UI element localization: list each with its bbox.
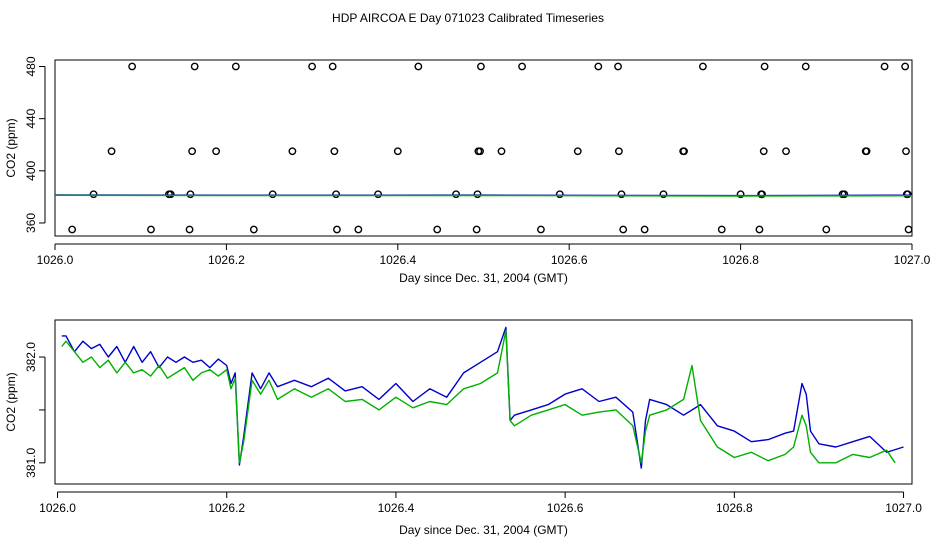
y-tick-label: 400 xyxy=(24,160,38,180)
data-point xyxy=(231,62,240,71)
y-axis-label: CO2 (ppm) xyxy=(4,118,18,177)
data-point xyxy=(393,147,402,156)
bottom-line-panel: 1026.0 1026.2 1026.4 1026.6 1026.8 1027.0 Day … xyxy=(4,319,922,537)
data-point xyxy=(128,62,137,71)
x-tick-label: 1027.0 xyxy=(894,253,931,267)
data-point xyxy=(332,190,340,199)
data-point xyxy=(902,147,910,156)
x-axis: 1026.0 1026.2 1026.4 1026.6 1026.8 1027.0 Day … xyxy=(39,491,922,537)
data-point xyxy=(736,190,745,199)
data-point xyxy=(880,62,889,71)
data-point xyxy=(212,147,221,156)
data-point xyxy=(903,190,912,199)
plot-frame xyxy=(54,59,913,237)
data-point xyxy=(862,147,871,156)
data-point xyxy=(68,225,77,234)
y-tick-label: 382.0 xyxy=(24,342,38,372)
data-point xyxy=(659,190,668,199)
data-point xyxy=(619,225,628,234)
data-point xyxy=(497,147,506,156)
data-point xyxy=(188,147,197,156)
series-group xyxy=(61,326,904,469)
data-point xyxy=(801,62,810,71)
y-tick-label: 440 xyxy=(24,108,38,128)
data-point xyxy=(518,62,526,71)
y-axis: 360 400 440 480 CO2 (ppm) xyxy=(4,56,46,233)
data-point xyxy=(822,225,831,234)
top-scatter-panel: 1026.0 1026.2 1026.4 1026.6 1026.8 1027.0 Day … xyxy=(4,56,931,285)
data-point xyxy=(288,147,297,156)
data-point xyxy=(328,62,337,71)
data-point xyxy=(107,147,116,156)
data-point xyxy=(760,62,769,71)
x-tick-label: 1026.0 xyxy=(37,253,74,267)
data-point xyxy=(680,147,688,156)
data-point xyxy=(782,147,790,156)
series-line xyxy=(54,194,913,197)
data-point xyxy=(759,147,768,156)
data-point xyxy=(452,190,460,199)
data-point xyxy=(614,62,622,71)
y-tick-label: 381.0 xyxy=(24,447,38,477)
data-point xyxy=(594,62,603,71)
x-tick-label: 1026.8 xyxy=(716,501,753,515)
data-point xyxy=(617,190,626,199)
data-point xyxy=(268,190,277,199)
data-point xyxy=(190,62,199,71)
data-point xyxy=(166,190,175,199)
x-tick-label: 1026.4 xyxy=(379,253,416,267)
data-point xyxy=(698,62,707,71)
figure-title: HDP AIRCOA E Day 071023 Calibrated Times… xyxy=(332,11,604,25)
data-point xyxy=(755,225,764,234)
data-point xyxy=(414,62,423,71)
series-line xyxy=(61,329,896,464)
x-tick-label: 1026.4 xyxy=(378,501,415,515)
x-tick-label: 1026.6 xyxy=(551,253,588,267)
x-axis-label: Day since Dec. 31, 2004 (GMT) xyxy=(399,271,568,285)
data-point xyxy=(615,147,623,156)
data-point xyxy=(901,62,910,71)
data-point xyxy=(573,147,582,156)
data-point xyxy=(472,225,481,234)
data-point xyxy=(555,190,564,199)
data-point xyxy=(758,190,766,199)
y-tick-label: 480 xyxy=(24,56,38,76)
data-point xyxy=(185,225,194,234)
x-tick-label: 1027.0 xyxy=(885,501,922,515)
series-group xyxy=(54,62,913,234)
x-tick-label: 1026.2 xyxy=(208,501,245,515)
x-tick-label: 1026.0 xyxy=(39,501,76,515)
data-point xyxy=(433,225,442,234)
data-point xyxy=(354,225,363,234)
plot-frame xyxy=(54,319,913,485)
data-point xyxy=(904,225,913,234)
y-axis-label: CO2 (ppm) xyxy=(4,372,18,431)
y-tick-label: 360 xyxy=(24,213,38,233)
x-axis-label: Day since Dec. 31, 2004 (GMT) xyxy=(399,523,568,537)
series-line xyxy=(61,326,904,469)
data-point xyxy=(476,147,484,156)
data-point xyxy=(537,225,545,234)
data-point xyxy=(147,225,155,234)
data-point xyxy=(640,225,649,234)
data-point xyxy=(473,190,482,199)
x-tick-label: 1026.8 xyxy=(722,253,759,267)
x-tick-label: 1026.2 xyxy=(208,253,245,267)
x-tick-label: 1026.6 xyxy=(547,501,584,515)
data-point xyxy=(330,147,339,156)
y-axis: 381.0 382.0 CO2 (ppm) xyxy=(4,342,46,478)
data-point xyxy=(477,62,485,71)
data-point xyxy=(840,190,849,199)
data-point xyxy=(374,190,382,199)
data-point xyxy=(249,225,258,234)
data-point xyxy=(717,225,726,234)
data-point xyxy=(308,62,316,71)
data-point xyxy=(333,225,341,234)
x-axis: 1026.0 1026.2 1026.4 1026.6 1026.8 1027.0 Day … xyxy=(37,243,931,285)
data-point xyxy=(186,190,195,199)
